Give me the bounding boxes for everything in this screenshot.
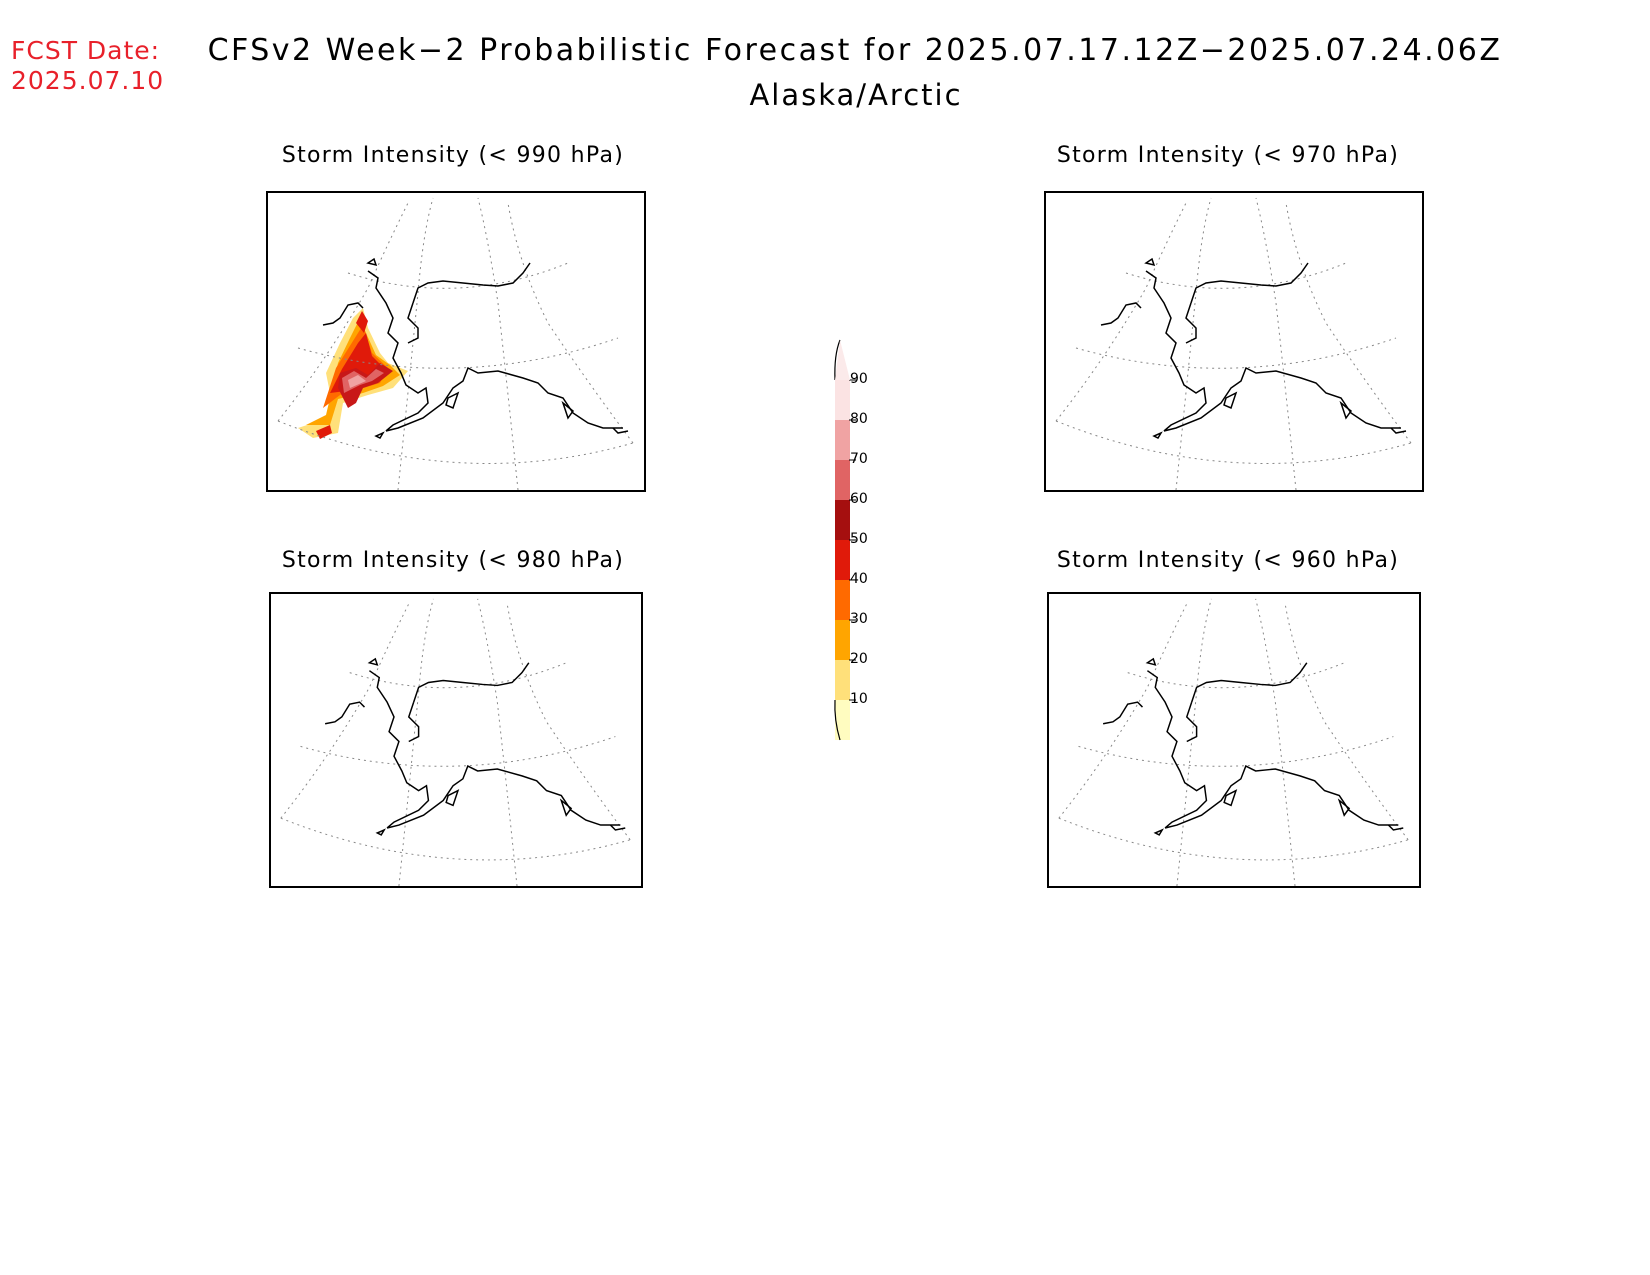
colorbar-bottom-cap bbox=[834, 699, 841, 741]
probability-shading bbox=[298, 308, 408, 439]
colorbar-box bbox=[835, 420, 850, 460]
page-subtitle: Alaska/Arctic bbox=[749, 78, 963, 112]
colorbar-box bbox=[835, 620, 850, 660]
map-panel-980 bbox=[269, 592, 643, 888]
panel-title-990: Storm Intensity (< 990 hPa) bbox=[281, 143, 625, 168]
colorbar-box bbox=[835, 380, 850, 420]
panel-title-980: Storm Intensity (< 980 hPa) bbox=[281, 548, 625, 573]
map-panel-970 bbox=[1044, 191, 1424, 492]
colorbar-top-cap bbox=[834, 339, 841, 381]
panel-title-960: Storm Intensity (< 960 hPa) bbox=[1056, 548, 1400, 573]
colorbar-top-triangle bbox=[835, 340, 850, 380]
colorbar-label: 50 bbox=[850, 531, 868, 547]
colorbar-label: 70 bbox=[850, 451, 868, 467]
colorbar-box bbox=[835, 540, 850, 580]
colorbar-box bbox=[835, 580, 850, 620]
map-panel-960 bbox=[1047, 592, 1421, 888]
alaska-map-980 bbox=[280, 598, 631, 886]
colorbar-label: 60 bbox=[850, 491, 868, 507]
page-title: CFSv2 Week−2 Probabilistic Forecast for … bbox=[207, 33, 1503, 68]
colorbar-label: 20 bbox=[850, 651, 868, 667]
forecast-date-value: 2025.07.10 bbox=[11, 66, 165, 95]
coastline bbox=[322, 257, 629, 439]
colorbar-box bbox=[835, 660, 850, 700]
panel-title-970: Storm Intensity (< 970 hPa) bbox=[1056, 143, 1400, 168]
colorbar-label: 10 bbox=[850, 691, 868, 707]
forecast-date: FCST Date: 2025.07.10 bbox=[11, 36, 164, 96]
alaska-map-960 bbox=[1058, 598, 1409, 886]
colorbar-boxes bbox=[835, 379, 856, 740]
alaska-map-990 bbox=[277, 197, 634, 490]
alaska-map-970 bbox=[1055, 197, 1412, 490]
forecast-date-label: FCST Date: bbox=[11, 36, 161, 65]
map-panel-990 bbox=[266, 191, 646, 492]
colorbar-label: 80 bbox=[850, 411, 868, 427]
colorbar-label: 30 bbox=[850, 611, 868, 627]
colorbar bbox=[834, 339, 856, 741]
colorbar-label: 90 bbox=[850, 371, 868, 387]
colorbar-box bbox=[835, 700, 850, 740]
colorbar-box bbox=[835, 500, 850, 540]
graticule bbox=[277, 197, 634, 490]
colorbar-label: 40 bbox=[850, 571, 868, 587]
colorbar-box bbox=[835, 460, 850, 500]
